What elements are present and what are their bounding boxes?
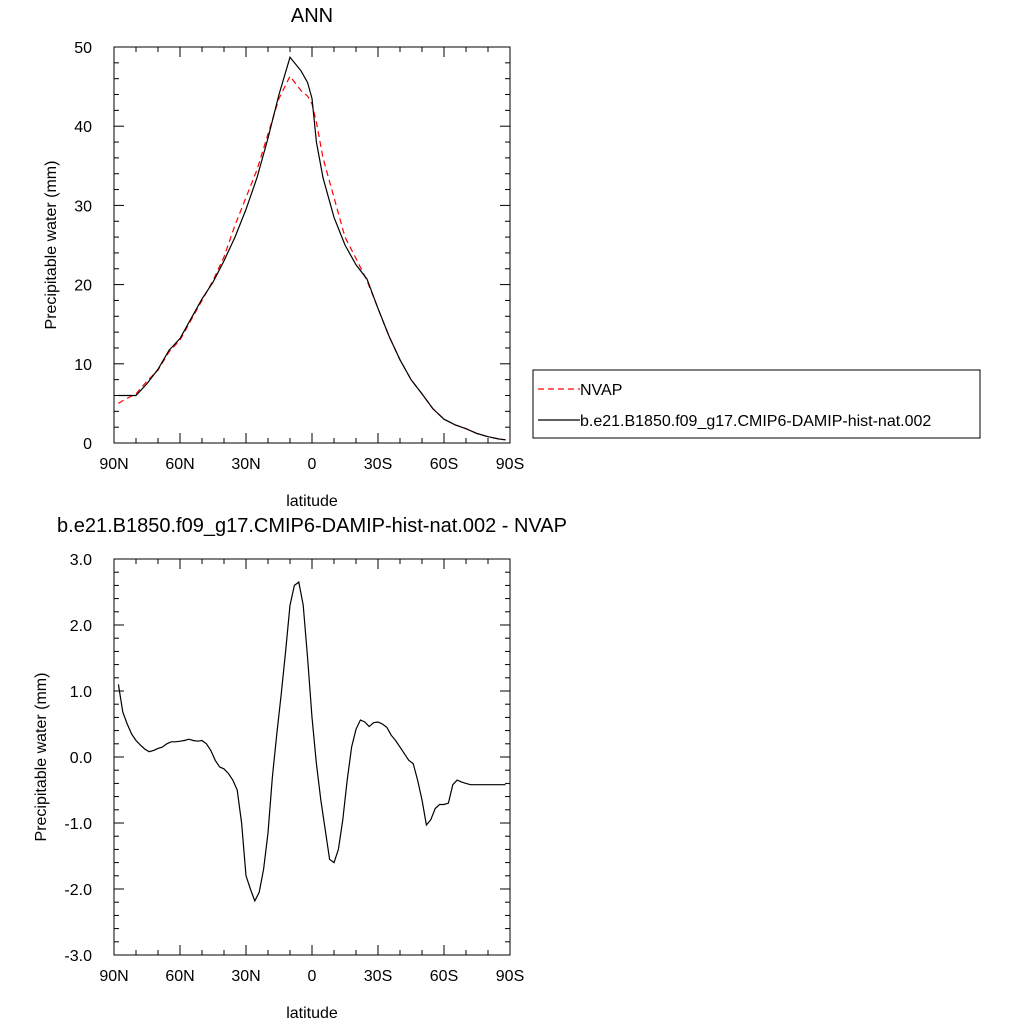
x-tick-label: 30S — [364, 968, 392, 985]
y-tick-label: 0 — [83, 436, 92, 453]
bottom-series-lines — [117, 581, 506, 903]
y-tick-label: -1.0 — [64, 816, 92, 833]
top-ticks: 90N 60N 30N 0 30S 60S 90S 0 10 20 30 40 50 — [74, 40, 524, 473]
y-tick-label: 40 — [74, 119, 92, 136]
x-tick-label: 0 — [308, 968, 317, 985]
legend-box — [532, 369, 981, 439]
bottom-x-axis-label: latitude — [286, 1005, 338, 1022]
bottom-y-axis-label: Precipitable water (mm) — [33, 673, 50, 842]
model-line-difference — [117, 581, 506, 903]
y-tick-label: 20 — [74, 278, 92, 295]
y-tick-label: -2.0 — [64, 882, 92, 899]
top-chart-title: ANN — [291, 5, 333, 27]
x-tick-label: 60N — [165, 968, 194, 985]
top-x-axis-label: latitude — [286, 493, 338, 510]
y-tick-label: 50 — [74, 40, 92, 57]
model-line — [118, 56, 506, 441]
y-tick-label: 3.0 — [70, 552, 92, 569]
bottom-panel: b.e21.B1850.f09_g17.CMIP6-DAMIP-hist-nat… — [33, 515, 567, 1022]
bottom-ticks: 90N 60N 30N 0 30S 60S 90S -3.0 -2.0 -1.0 0.0 1.0 2.0… — [64, 552, 524, 985]
x-tick-label: 90S — [496, 968, 524, 985]
x-tick-label: 0 — [308, 456, 317, 473]
legend-label-nvap: NVAP — [580, 382, 622, 399]
legend-label-model: b.e21.B1850.f09_g17.CMIP6-DAMIP-hist-nat… — [580, 413, 931, 430]
x-tick-label: 30S — [364, 456, 392, 473]
bottom-plot-frame — [113, 558, 511, 956]
y-tick-label: 30 — [74, 198, 92, 215]
y-tick-label: 2.0 — [70, 618, 92, 635]
x-tick-label: 90S — [496, 456, 524, 473]
y-tick-label: 1.0 — [70, 684, 92, 701]
x-tick-label: 30N — [231, 968, 260, 985]
x-tick-label: 60S — [430, 456, 458, 473]
y-tick-label: 0.0 — [70, 750, 92, 767]
top-panel: ANN 90N 60N 30N 0 30S 60S 90S 0 10 20 30 40 50 latit… — [43, 5, 524, 510]
x-tick-label: 90N — [99, 968, 128, 985]
y-tick-label: -3.0 — [64, 948, 92, 965]
top-series-lines — [118, 56, 506, 441]
top-y-axis-label: Precipitable water (mm) — [43, 161, 60, 330]
x-tick-label: 90N — [99, 456, 128, 473]
nvap-line — [118, 75, 506, 441]
y-tick-label: 10 — [74, 357, 92, 374]
x-tick-label: 60S — [430, 968, 458, 985]
legend: NVAP b.e21.B1850.f09_g17.CMIP6-DAMIP-his… — [532, 369, 981, 439]
x-tick-label: 30N — [231, 456, 260, 473]
x-tick-label: 60N — [165, 456, 194, 473]
bottom-chart-title: b.e21.B1850.f09_g17.CMIP6-DAMIP-hist-nat… — [57, 515, 567, 537]
